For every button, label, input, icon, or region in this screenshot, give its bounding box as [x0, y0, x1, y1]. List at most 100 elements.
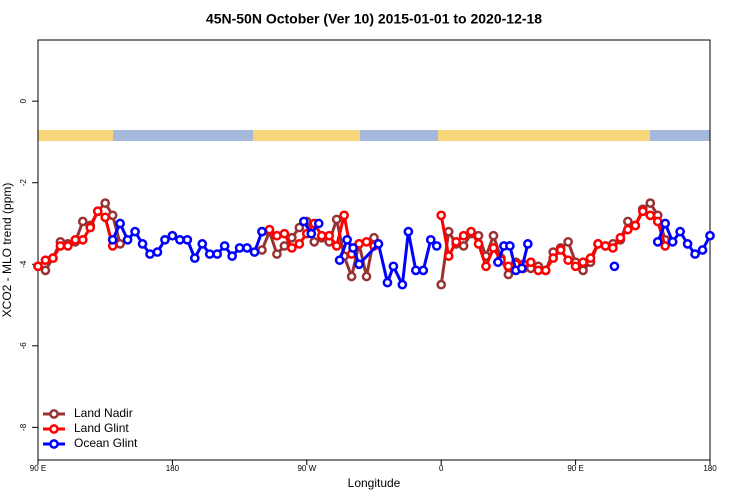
point [272, 230, 282, 241]
point [100, 198, 111, 208]
point [212, 249, 223, 259]
point [63, 241, 73, 251]
point [257, 226, 267, 237]
point [294, 239, 305, 249]
point [682, 239, 693, 249]
point [488, 243, 499, 253]
point [397, 279, 408, 290]
point [548, 253, 559, 264]
plot-frame [37, 39, 711, 461]
point [418, 265, 429, 276]
point [279, 228, 290, 239]
point [354, 259, 364, 270]
point [481, 261, 491, 272]
point [458, 230, 469, 241]
point [361, 271, 372, 282]
point [279, 241, 290, 251]
point [563, 236, 573, 247]
point [167, 230, 178, 241]
point [334, 255, 345, 266]
point [309, 236, 320, 247]
point [697, 245, 708, 255]
point [85, 222, 96, 233]
legend-label: Ocean Glint [74, 436, 138, 450]
y-tick-label: -8 [19, 423, 28, 431]
point [403, 226, 414, 237]
point [522, 239, 533, 249]
y-tick-label: 0 [19, 98, 28, 103]
x-tick-label: 90 E [30, 464, 46, 473]
point [348, 243, 358, 253]
point [473, 239, 484, 249]
point [122, 234, 133, 245]
point [361, 236, 372, 247]
point [503, 269, 514, 280]
point [690, 249, 700, 259]
point [182, 234, 193, 245]
point [458, 241, 469, 251]
point [608, 243, 618, 253]
point [331, 241, 342, 251]
legend-label: Land Glint [74, 421, 129, 435]
point [115, 239, 125, 249]
point [313, 218, 324, 229]
point [107, 210, 118, 221]
point [130, 226, 140, 237]
point [585, 253, 596, 264]
point [287, 232, 297, 243]
y-tick-label: -2 [19, 179, 28, 187]
point [425, 234, 436, 245]
point [92, 206, 103, 217]
point [493, 257, 503, 268]
point [115, 218, 125, 229]
point [264, 224, 275, 235]
point [660, 218, 671, 229]
point [705, 230, 715, 241]
point [197, 239, 208, 249]
point [77, 216, 88, 227]
point [33, 261, 43, 272]
point [272, 249, 282, 259]
legend-label: Land Nadir [74, 406, 133, 420]
point [388, 261, 399, 272]
point [451, 236, 461, 247]
point [563, 255, 573, 266]
point [70, 234, 81, 245]
point [645, 210, 656, 221]
point [346, 271, 357, 282]
point [645, 198, 656, 208]
point [294, 222, 305, 233]
point [40, 265, 51, 276]
legend-marker [49, 424, 59, 434]
point [160, 234, 170, 245]
point [652, 216, 663, 227]
land-ocean-strip [38, 130, 710, 141]
point [382, 277, 393, 288]
point [525, 257, 536, 268]
point [234, 243, 245, 253]
point [503, 261, 514, 272]
point [623, 216, 633, 227]
legend-marker [49, 439, 59, 449]
point [107, 234, 118, 245]
point [316, 230, 327, 241]
legend-marker [49, 409, 59, 419]
y-axis-label: XCO2 - MLO trend (ppm) [0, 183, 14, 318]
point [436, 279, 447, 290]
point [100, 212, 111, 223]
point [593, 239, 603, 249]
x-tick-label: 90 E [567, 464, 583, 473]
point [189, 253, 200, 264]
x-tick-label: 0 [439, 464, 444, 473]
x-tick-label: 180 [166, 464, 180, 473]
point [219, 241, 230, 251]
point [637, 206, 648, 217]
point [615, 232, 626, 243]
point [578, 257, 588, 268]
point [287, 243, 297, 253]
point [570, 261, 581, 272]
point [298, 216, 309, 227]
point [77, 234, 88, 245]
point [436, 210, 447, 221]
